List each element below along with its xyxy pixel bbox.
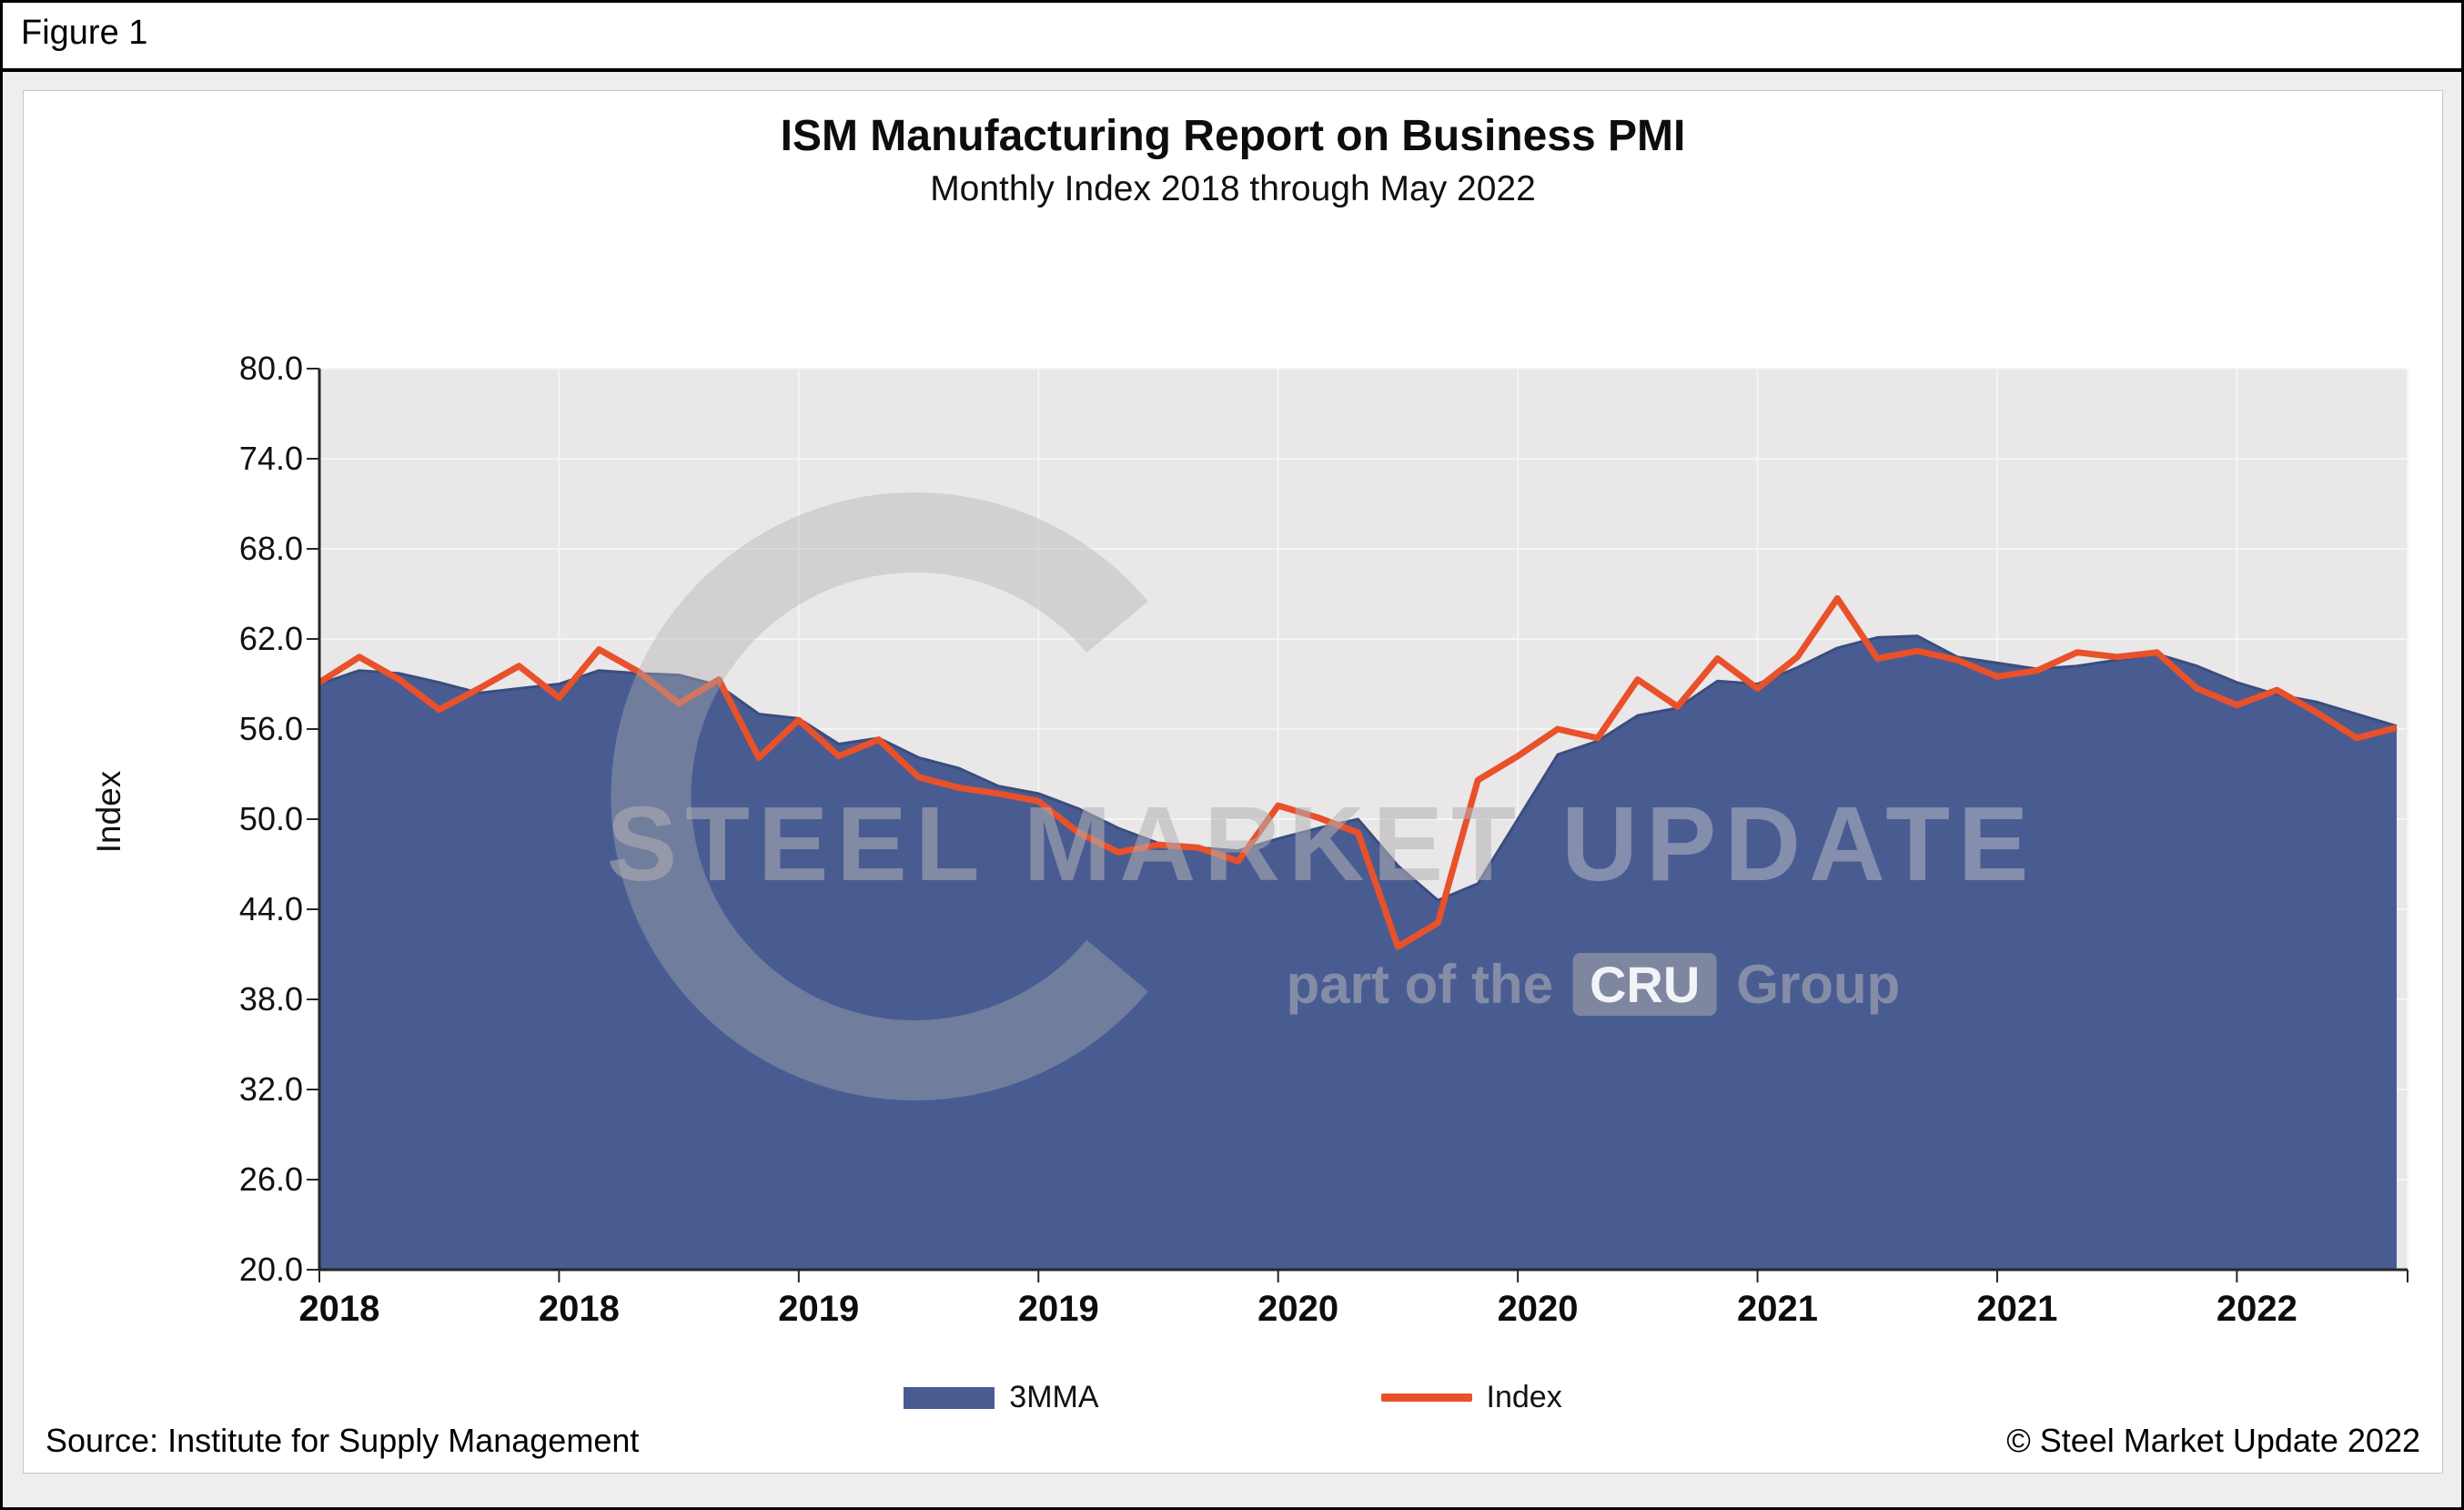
source-row: Source: Institute for Supply Management …: [45, 1422, 2420, 1460]
chart-subtitle: Monthly Index 2018 through May 2022: [930, 169, 1536, 208]
chart-title: ISM Manufacturing Report on Business PMI: [780, 112, 1686, 160]
y-tick-label: 38.0: [238, 980, 303, 1018]
x-tick-label: 2019: [1017, 1289, 1099, 1329]
y-tick-label: 32.0: [238, 1070, 303, 1108]
x-tick-label: 2020: [1497, 1289, 1579, 1329]
x-tick-label: 2018: [538, 1289, 620, 1329]
chart-legend: 3MMA Index: [24, 1380, 2442, 1415]
x-tick-label: 2020: [1257, 1289, 1339, 1329]
y-tick-label: 68.0: [238, 530, 303, 567]
pmi-chart: [307, 368, 2408, 1282]
legend-label-3mma: 3MMA: [1009, 1380, 1099, 1414]
y-tick-label: 56.0: [238, 710, 303, 747]
y-tick-label: 44.0: [238, 890, 303, 927]
y-tick-label: 50.0: [238, 800, 303, 837]
y-tick-label: 20.0: [238, 1251, 303, 1288]
y-tick-label: 26.0: [238, 1160, 303, 1198]
y-tick-label: 74.0: [238, 440, 303, 477]
figure-header: Figure 1: [3, 3, 2461, 72]
y-tick-label: 80.0: [238, 350, 303, 387]
legend-label-index: Index: [1486, 1380, 1562, 1414]
y-tick-label: 62.0: [238, 620, 303, 657]
source-text: Source: Institute for Supply Management: [45, 1422, 640, 1459]
y-axis-title: Index: [90, 770, 127, 854]
figure-label: Figure 1: [21, 14, 148, 52]
x-tick-label: 2022: [2216, 1289, 2297, 1329]
legend-swatch-3mma: [904, 1386, 995, 1409]
x-tick-label: 2018: [298, 1289, 380, 1329]
x-tick-label: 2021: [1976, 1289, 2058, 1329]
x-tick-label: 2021: [1736, 1289, 1818, 1329]
legend-item-index: Index: [1380, 1380, 1562, 1415]
legend-swatch-index: [1380, 1393, 1472, 1402]
copyright-text: © Steel Market Update 2022: [2006, 1422, 2420, 1459]
x-tick-label: 2019: [778, 1289, 860, 1329]
legend-item-3mma: 3MMA: [904, 1380, 1099, 1415]
chart-panel: ISM Manufacturing Report on Business PMI…: [23, 90, 2443, 1474]
plot-area: STEEL MARKET UPDATE part of the CRU Grou…: [307, 368, 2408, 1282]
